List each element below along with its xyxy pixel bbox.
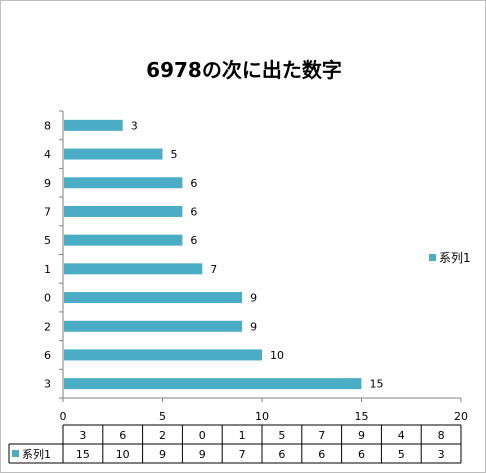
- data-label: 7: [210, 263, 217, 276]
- y-tick-label: 8: [44, 119, 51, 132]
- y-tick-label: 0: [44, 292, 51, 305]
- table-header-cell: 0: [199, 429, 206, 442]
- y-tick-label: 5: [44, 234, 51, 247]
- bar: [64, 148, 163, 160]
- data-label: 15: [370, 378, 384, 391]
- table-header-cell: 6: [119, 429, 126, 442]
- x-tick-label: 10: [255, 410, 269, 423]
- x-tick-label: 20: [454, 410, 468, 423]
- bar: [64, 292, 243, 304]
- table-header-cell: 8: [438, 429, 445, 442]
- data-label: 6: [190, 177, 197, 190]
- table-header-cell: 3: [79, 429, 86, 442]
- x-tick-label: 15: [355, 410, 369, 423]
- bar: [64, 263, 203, 275]
- bar: [64, 234, 183, 246]
- table-header-cell: 2: [159, 429, 166, 442]
- data-label: 9: [250, 292, 257, 305]
- y-tick-label: 4: [44, 148, 51, 161]
- table-row-label: 系列1: [22, 447, 51, 461]
- table-header-cell: 1: [239, 429, 246, 442]
- y-tick-label: 3: [44, 378, 51, 391]
- table-header-cell: 7: [318, 429, 325, 442]
- bar: [64, 349, 262, 361]
- y-tick-label: 7: [44, 205, 51, 218]
- legend-label: 系列1: [439, 251, 471, 265]
- table-value-cell: 5: [398, 448, 405, 461]
- plot-area: 8 3 4 5 9 6 7 6 5 6 1 7 0 9 2 9 6 10 3 15 0 5 10 15 20: [44, 110, 468, 423]
- x-tick-label: 0: [60, 410, 67, 423]
- bar: [64, 320, 243, 332]
- data-label: 6: [190, 205, 197, 218]
- bar: [64, 119, 123, 131]
- table-value-cell: 15: [76, 448, 90, 461]
- bar: [64, 205, 183, 217]
- table-legend-swatch: [12, 450, 19, 457]
- y-tick-label: 6: [44, 349, 51, 362]
- table-value-cell: 3: [438, 448, 445, 461]
- data-label: 10: [270, 349, 284, 362]
- x-tick-label: 5: [159, 410, 166, 423]
- table-value-cell: 6: [278, 448, 285, 461]
- table-header-cell: 4: [398, 429, 405, 442]
- y-tick-label: 9: [44, 177, 51, 190]
- table-header-cell: 9: [358, 429, 365, 442]
- table-value-cell: 7: [239, 448, 246, 461]
- table-value-cell: 6: [318, 448, 325, 461]
- table-value-cell: 6: [358, 448, 365, 461]
- table-value-cell: 9: [199, 448, 206, 461]
- y-tick-label: 1: [44, 263, 51, 276]
- data-label: 3: [131, 119, 138, 132]
- chart-title: 6978の次に出た数字: [146, 58, 342, 82]
- table-value-cell: 10: [116, 448, 130, 461]
- y-tick-label: 2: [44, 320, 51, 333]
- table-header-cell: 5: [278, 429, 285, 442]
- bar: [64, 177, 183, 189]
- data-label: 9: [250, 320, 257, 333]
- legend: 系列1: [429, 251, 471, 265]
- bar: [64, 378, 362, 390]
- data-label: 5: [171, 148, 178, 161]
- data-label: 6: [190, 234, 197, 247]
- table-value-cell: 9: [159, 448, 166, 461]
- legend-swatch: [429, 254, 436, 261]
